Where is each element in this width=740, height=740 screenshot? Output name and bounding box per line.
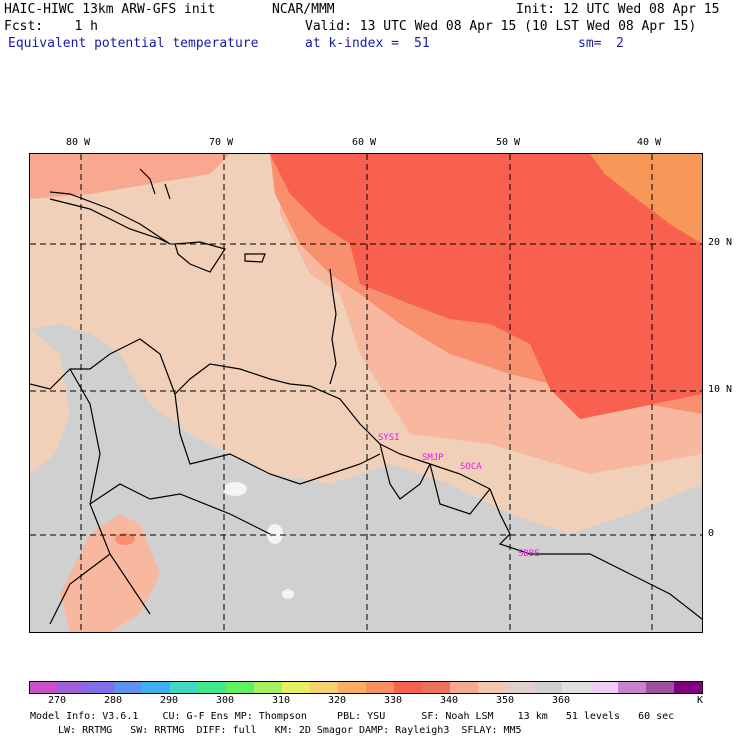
border-interior-3: [379, 443, 431, 500]
field-pink-nw: [30, 154, 230, 199]
kindex-value: 51: [414, 36, 430, 51]
colorbar-swatch: [590, 682, 618, 693]
sm-value: 2: [616, 36, 624, 51]
colorbar-swatch: [618, 682, 646, 693]
model-info-line2: LW: RRTMG SW: RRTMG DIFF: full KM: 2D Sm…: [58, 725, 522, 736]
colorbar-swatch: [86, 682, 114, 693]
forecast-hour: Fcst: 1 h: [4, 19, 98, 34]
field-white-spot: [223, 482, 247, 496]
border-interior-4: [429, 463, 491, 515]
field-orange: [590, 154, 702, 244]
map-panel: SYSI SMJP SOCA SBBE: [29, 153, 703, 633]
coast-hispaniola: [174, 241, 226, 273]
colorbar-swatch: [338, 682, 366, 693]
border-interior-5: [89, 483, 271, 535]
lon-label-60w: 60 W: [352, 137, 377, 148]
colorbar: [29, 681, 703, 694]
colorbar-swatch: [366, 682, 394, 693]
model-title: HAIC-HIWC 13km ARW-GFS init: [4, 2, 216, 17]
lat-label-20n: 20 N: [708, 237, 733, 248]
coast-lesser-antilles: [329, 268, 337, 385]
colorbar-swatch: [394, 682, 422, 693]
institution-label: NCAR/MMM: [272, 2, 335, 17]
sm-label: sm=: [578, 36, 602, 51]
colorbar-swatch: [198, 682, 226, 693]
lon-label-50w: 50 W: [496, 137, 521, 148]
station-label: SMJP: [422, 453, 444, 463]
colorbar-swatch: [478, 682, 506, 693]
colorbar-swatch: [646, 682, 674, 693]
coast-bahamas: [139, 168, 171, 200]
colorbar-swatch: [534, 682, 562, 693]
colorbar-swatch: [142, 682, 170, 693]
colorbar-swatch: [674, 682, 702, 693]
colorbar-tick-label: K: [697, 695, 704, 706]
field-name: Equivalent potential temperature: [8, 36, 259, 51]
field-white-spot: [282, 589, 294, 599]
colorbar-swatch: [450, 682, 478, 693]
border-interior-6: [49, 553, 111, 625]
colorbar-tick-label: 290: [160, 695, 179, 706]
field-red: [270, 154, 702, 419]
model-info-line1: Model Info: V3.6.1 CU: G-F Ens MP: Thomp…: [30, 711, 675, 722]
gridlines: [30, 154, 702, 632]
colorbar-swatch: [58, 682, 86, 693]
colorbar-tick-label: 360: [552, 695, 571, 706]
colorbar-swatch: [254, 682, 282, 693]
colorbar-tick-label: 340: [440, 695, 459, 706]
lon-label-40w: 40 W: [637, 137, 662, 148]
colorbar-swatch: [226, 682, 254, 693]
lat-label-10n: 10 N: [708, 384, 733, 395]
colorbar-swatch: [422, 682, 450, 693]
field-tan-west: [30, 329, 70, 474]
coast-puerto-rico: [244, 253, 266, 263]
colorbar-swatch: [310, 682, 338, 693]
colorbar-tick-label: 320: [328, 695, 347, 706]
valid-time: Valid: 13 UTC Wed 08 Apr 15 (10 LST Wed …: [305, 19, 697, 34]
colorbar-swatch: [30, 682, 58, 693]
colorbar-swatch: [170, 682, 198, 693]
map-canvas: SYSI SMJP SOCA SBBE: [30, 154, 702, 632]
lon-label-70w: 70 W: [209, 137, 234, 148]
field-andes: [60, 514, 160, 632]
field-andes-peak: [115, 533, 135, 545]
field-white-spot: [267, 524, 283, 544]
lon-label-80w: 80 W: [66, 137, 91, 148]
colorbar-swatch: [506, 682, 534, 693]
lat-label-0: 0: [708, 528, 715, 539]
colorbar-tick-label: 330: [384, 695, 403, 706]
colorbar-swatch: [114, 682, 142, 693]
colorbar-tick-label: 350: [496, 695, 515, 706]
border-interior-2: [174, 393, 381, 485]
colorbar-swatch: [282, 682, 310, 693]
station-label: SOCA: [460, 462, 482, 472]
init-time: Init: 12 UTC Wed 08 Apr 15: [516, 2, 720, 17]
colorbar-tick-label: 280: [104, 695, 123, 706]
colorbar-tick-label: 300: [216, 695, 235, 706]
colorbar-swatch: [562, 682, 590, 693]
station-label: SBBE: [518, 549, 540, 559]
colorbar-tick-label: 270: [48, 695, 67, 706]
station-label: SYSI: [378, 433, 400, 443]
kindex-label: at k-index =: [305, 36, 399, 51]
colorbar-tick-label: 310: [272, 695, 291, 706]
